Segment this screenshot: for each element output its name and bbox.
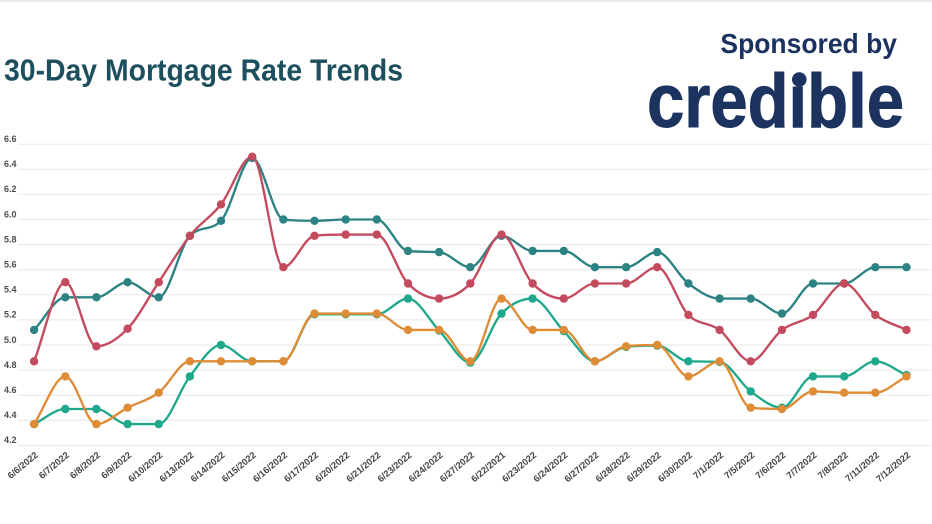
svg-text:6.4: 6.4 bbox=[4, 159, 17, 169]
svg-text:5.8: 5.8 bbox=[4, 234, 17, 244]
svg-text:4.4: 4.4 bbox=[4, 410, 17, 420]
svg-text:Sponsored by: Sponsored by bbox=[720, 27, 897, 59]
svg-text:5.0: 5.0 bbox=[4, 335, 17, 345]
svg-text:6.6: 6.6 bbox=[4, 134, 17, 144]
svg-text:4.2: 4.2 bbox=[4, 435, 17, 445]
svg-text:credible: credible bbox=[647, 59, 904, 144]
svg-text:6.0: 6.0 bbox=[4, 209, 17, 219]
svg-text:6.2: 6.2 bbox=[4, 184, 17, 194]
svg-text:5.4: 5.4 bbox=[4, 285, 17, 295]
svg-text:30-Day Mortgage Rate Trends: 30-Day Mortgage Rate Trends bbox=[4, 54, 403, 88]
svg-text:5.2: 5.2 bbox=[4, 310, 17, 320]
svg-text:4.6: 4.6 bbox=[4, 385, 17, 395]
svg-text:4.8: 4.8 bbox=[4, 360, 17, 370]
svg-text:5.6: 5.6 bbox=[4, 260, 17, 270]
